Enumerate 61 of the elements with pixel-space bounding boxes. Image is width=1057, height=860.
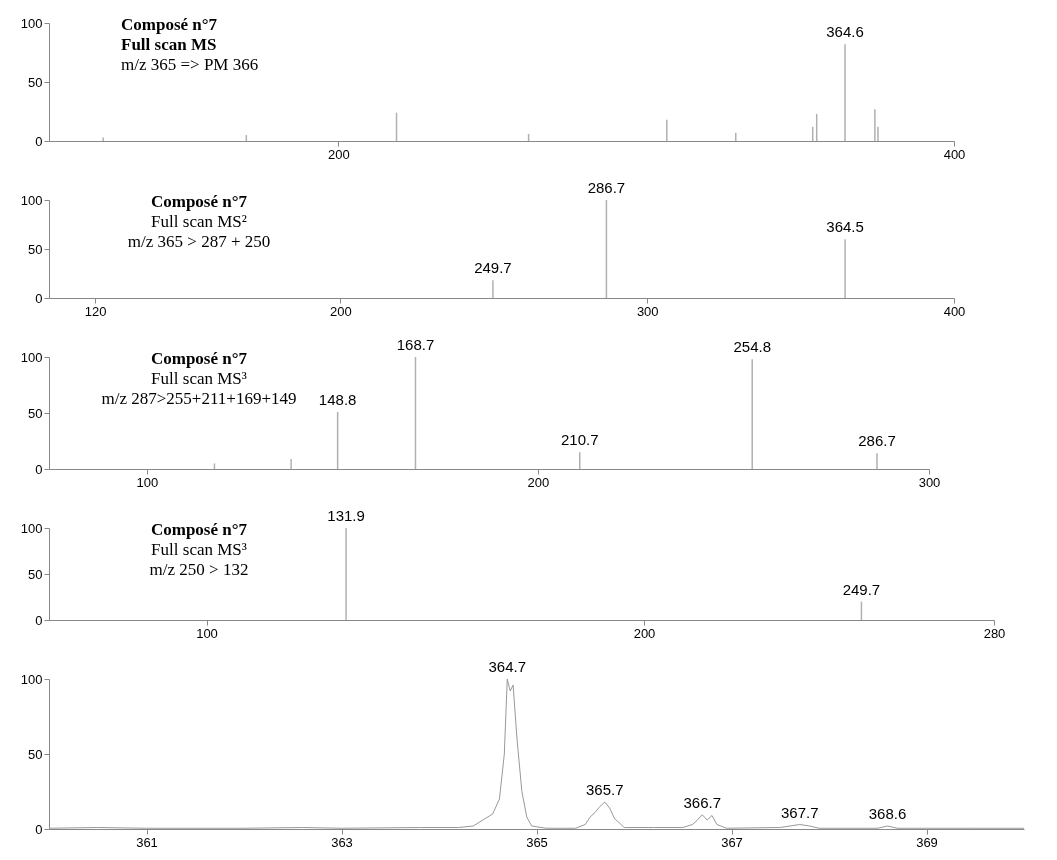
annotation: 286.7 xyxy=(858,432,896,450)
annotation: 131.9 xyxy=(327,507,365,524)
annotation: 366.7 xyxy=(683,793,722,811)
annotation: 210.7 xyxy=(560,431,599,449)
x-tick-label: 100 xyxy=(196,625,218,641)
x-tick-label: 120 xyxy=(84,303,107,319)
annotation: m/z 250 > 132 xyxy=(149,560,249,579)
annotation: 249.7 xyxy=(474,259,512,277)
annotation: 364.5 xyxy=(826,218,864,236)
annotation: Full scan MS³ xyxy=(151,369,247,388)
x-tick-label: 367 xyxy=(721,834,743,850)
y-tick-label: 50 xyxy=(28,241,43,257)
x-tick-label: 280 xyxy=(983,625,1006,641)
chart-title: Composé n°7 xyxy=(150,192,248,211)
y-tick-label: 100 xyxy=(20,520,43,536)
y-tick-label: 0 xyxy=(35,612,43,628)
y-tick-label: 0 xyxy=(35,461,43,477)
line-series xyxy=(48,678,1025,829)
annotation: 364.6 xyxy=(826,23,864,41)
x-tick-label: 100 xyxy=(136,474,159,490)
x-tick-label: 400 xyxy=(943,303,966,319)
y-tick-label: 100 xyxy=(20,349,43,365)
x-tick-label: 200 xyxy=(527,474,550,490)
y-tick-label: 50 xyxy=(28,566,43,582)
annotation: m/z 365 => PM 366 xyxy=(121,55,259,74)
chart-title: Composé n°7 xyxy=(121,15,218,34)
x-tick-label: 300 xyxy=(918,474,941,490)
annotation: 249.7 xyxy=(842,580,881,598)
annotation: 364.7 xyxy=(488,658,527,675)
annotation: Full scan MS² xyxy=(151,212,247,231)
y-tick-label: 100 xyxy=(20,671,43,687)
annotation: 368.6 xyxy=(868,805,907,822)
y-tick-label: 50 xyxy=(28,746,43,762)
x-tick-label: 365 xyxy=(526,834,548,850)
annotation: Full scan MS³ xyxy=(151,540,247,559)
y-tick-label: 50 xyxy=(28,405,43,421)
annotation: 168.7 xyxy=(396,336,435,353)
y-tick-label: 50 xyxy=(28,74,43,90)
chart-title: Composé n°7 xyxy=(150,349,248,368)
x-tick-label: 361 xyxy=(136,834,158,850)
y-tick-label: 100 xyxy=(20,192,43,208)
x-tick-label: 400 xyxy=(943,146,966,162)
x-tick-label: 363 xyxy=(331,834,353,850)
x-tick-label: 300 xyxy=(636,303,659,319)
x-tick-label: 200 xyxy=(328,146,350,162)
y-tick-label: 0 xyxy=(35,290,43,306)
y-tick-label: 0 xyxy=(35,821,43,837)
chart-title: Composé n°7 xyxy=(150,520,248,539)
annotation: 254.8 xyxy=(733,338,771,356)
x-tick-label: 369 xyxy=(916,834,938,850)
annotation: m/z 365 > 287 + 250 xyxy=(127,232,271,251)
x-tick-label: 200 xyxy=(633,625,656,641)
annotation: m/z 287>255+211+169+149 xyxy=(101,389,297,408)
x-tick-label: 200 xyxy=(330,303,352,319)
annotation: 367.7 xyxy=(780,803,819,821)
y-tick-label: 100 xyxy=(20,15,43,31)
annotation: 365.7 xyxy=(585,781,624,798)
annotation: Full scan MS xyxy=(121,35,217,54)
annotation: 148.8 xyxy=(318,390,357,408)
y-tick-label: 0 xyxy=(35,133,43,149)
annotation: 286.7 xyxy=(587,179,626,196)
